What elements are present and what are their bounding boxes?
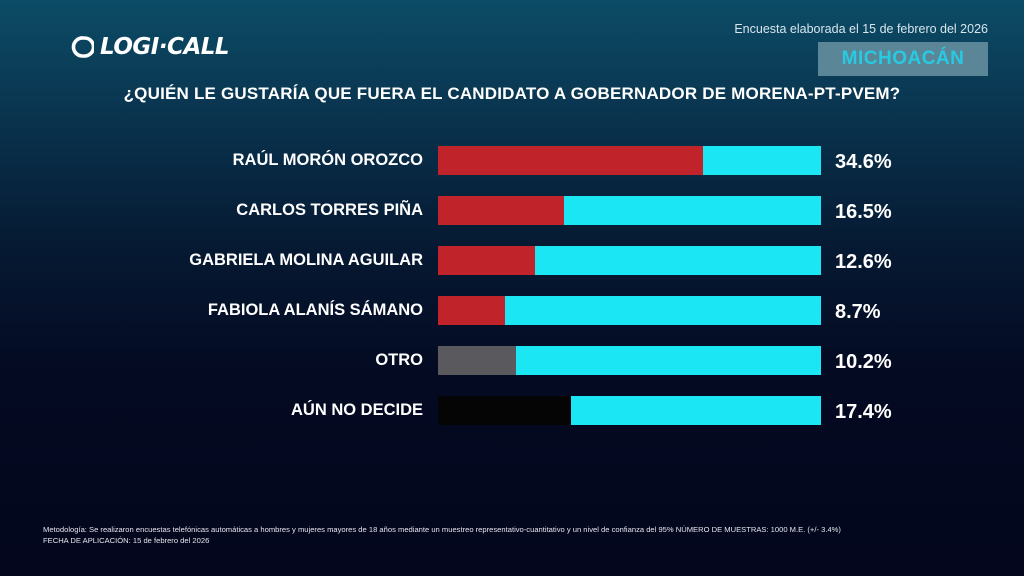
value-label: 8.7% <box>835 301 881 323</box>
bar <box>438 346 516 375</box>
value-label: 10.2% <box>835 351 892 373</box>
chart-title: ¿QUIÉN LE GUSTARÍA QUE FUERA EL CANDIDAT… <box>123 84 901 103</box>
value-label: 34.6% <box>835 151 892 173</box>
value-label: 12.6% <box>835 251 892 273</box>
category-label: AÚN NO DECIDE <box>290 401 423 419</box>
bar <box>438 396 571 425</box>
region-badge: MICHOACÁN <box>818 42 988 76</box>
bar <box>438 246 535 275</box>
value-label: 16.5% <box>835 201 892 223</box>
bar-track <box>438 246 821 275</box>
brand-name: LOGI·CALL <box>100 34 230 60</box>
category-label: FABIOLA ALANÍS SÁMANO <box>207 301 423 319</box>
category-label: OTRO <box>375 351 423 369</box>
refresh-loop-icon <box>70 35 96 59</box>
category-label: GABRIELA MOLINA AGUILAR <box>189 251 423 269</box>
bar-track <box>438 396 821 425</box>
category-label: CARLOS TORRES PIÑA <box>236 201 423 219</box>
footer: Metodología: Se realizaron encuestas tel… <box>43 524 841 546</box>
bar <box>438 296 505 325</box>
application-date: FECHA DE APLICACIÓN: 15 de febrero del 2… <box>43 536 210 545</box>
survey-date-note: Encuesta elaborada el 15 de febrero del … <box>734 22 988 36</box>
brand-logo: LOGI·CALL <box>70 34 230 60</box>
methodology-note: Metodología: Se realizaron encuestas tel… <box>43 525 841 534</box>
category-label: RAÚL MORÓN OROZCO <box>232 151 423 169</box>
bar <box>438 196 564 225</box>
bar <box>438 146 703 175</box>
bar-track <box>438 146 821 175</box>
bar-track <box>438 196 821 225</box>
bar-track <box>438 346 821 375</box>
value-label: 17.4% <box>835 401 892 423</box>
bar-track <box>438 296 821 325</box>
